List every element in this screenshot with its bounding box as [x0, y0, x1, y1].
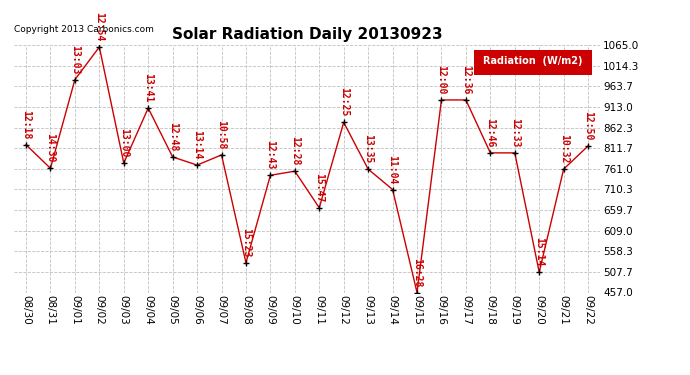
Text: 12:00: 12:00	[437, 65, 446, 94]
Text: 15:14: 15:14	[534, 237, 544, 267]
Text: 14:30: 14:30	[46, 134, 55, 163]
Text: 13:03: 13:03	[70, 45, 80, 74]
Text: 12:28: 12:28	[290, 136, 300, 166]
Text: 12:43: 12:43	[266, 140, 275, 170]
Text: 13:41: 13:41	[144, 73, 153, 102]
Text: 13:14: 13:14	[192, 130, 202, 159]
Text: 12:46: 12:46	[485, 118, 495, 147]
Text: 13:00: 13:00	[119, 128, 129, 158]
Text: Copyright 2013 Carbonics.com: Copyright 2013 Carbonics.com	[14, 25, 154, 34]
Text: 10:32: 10:32	[559, 134, 569, 164]
Text: 10:58: 10:58	[217, 120, 226, 149]
Text: 13:35: 13:35	[363, 134, 373, 164]
Title: Solar Radiation Daily 20130923: Solar Radiation Daily 20130923	[172, 27, 442, 42]
Text: 12:48: 12:48	[168, 122, 177, 152]
Text: 16:28: 16:28	[412, 258, 422, 287]
FancyBboxPatch shape	[474, 50, 591, 75]
Text: 12:36: 12:36	[461, 65, 471, 94]
Text: 12:33: 12:33	[510, 118, 520, 147]
Text: 11:04: 11:04	[388, 154, 397, 184]
Text: 12:18: 12:18	[21, 110, 31, 139]
Text: 12:50: 12:50	[583, 111, 593, 140]
Text: 15:47: 15:47	[314, 173, 324, 202]
Text: 12:54: 12:54	[95, 12, 104, 42]
Text: Radiation  (W/m2): Radiation (W/m2)	[483, 56, 582, 66]
Text: 12:25: 12:25	[339, 87, 348, 117]
Text: 15:23: 15:23	[241, 228, 251, 257]
